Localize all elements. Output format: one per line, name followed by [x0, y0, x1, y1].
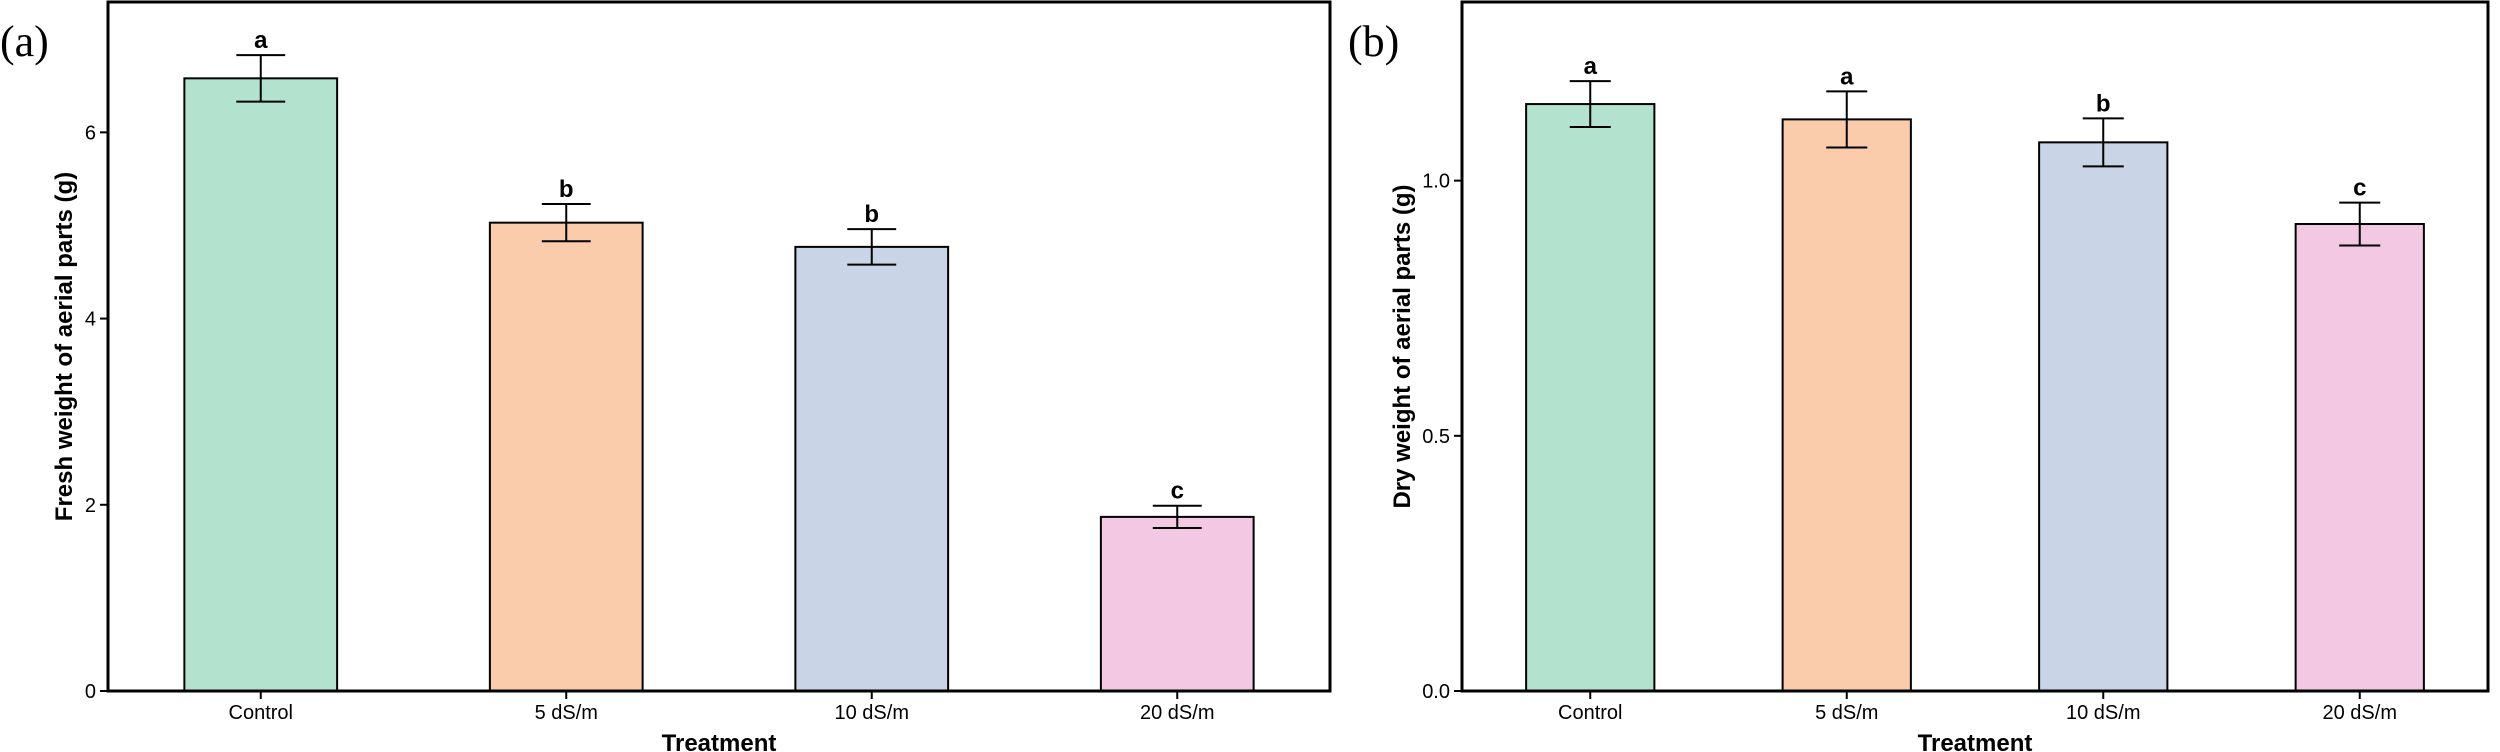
- bar-1: [1525, 103, 1656, 692]
- bar-4: [2294, 223, 2425, 692]
- bar-2: [1781, 118, 1912, 692]
- error-bar-1: [1569, 80, 1611, 129]
- x-tick-label-2: 5 dS/m: [535, 702, 598, 724]
- significance-label-1: a: [254, 27, 268, 54]
- y-tick-label-2: 0.5: [1422, 426, 1450, 448]
- y-tick-label-3: 1.0: [1422, 171, 1450, 193]
- x-axis-title: Treatment: [662, 730, 777, 752]
- significance-label-3: b: [2096, 90, 2111, 117]
- panel-label: (b): [1348, 17, 1399, 66]
- error-bar-4: [1152, 504, 1202, 530]
- error-bar-1: [236, 54, 286, 103]
- panel-label: (a): [0, 17, 49, 66]
- y-tick-label-1: 0.0: [1422, 681, 1450, 703]
- y-tick-label-4: 6: [85, 122, 96, 144]
- error-bar-3: [847, 228, 897, 266]
- bar-2: [488, 221, 644, 692]
- significance-label-3: b: [864, 201, 879, 228]
- bar-3: [2038, 141, 2169, 692]
- bar-1: [183, 77, 339, 693]
- plot-frame: [1460, 0, 2490, 693]
- x-tick-label-4: 20 dS/m: [2323, 702, 2397, 724]
- x-axis-title: Treatment: [1918, 730, 2033, 752]
- error-bar-2: [541, 203, 591, 243]
- chart-panel-2: (b) a Control a 5 dS/m b 10 dS/m c 20 dS/m 0.0 0.5…: [1348, 0, 2490, 752]
- significance-label-4: c: [2353, 175, 2366, 202]
- error-bar-2: [1826, 90, 1868, 149]
- y-tick-label-2: 2: [85, 495, 96, 517]
- chart-panel-1: (a) a Control b 5 dS/m b 10 dS/m c 20 dS/m 0 2 4 6 Tr…: [0, 0, 1332, 752]
- x-tick-label-1: Control: [1558, 702, 1622, 724]
- error-bar-4: [2339, 201, 2381, 247]
- x-tick-label-3: 10 dS/m: [2066, 702, 2140, 724]
- significance-label-2: a: [1840, 63, 1854, 90]
- significance-label-4: c: [1171, 478, 1184, 505]
- x-tick-label-2: 5 dS/m: [1815, 702, 1878, 724]
- y-tick-label-3: 4: [85, 309, 96, 331]
- y-axis-title: Dry weight of aerial parts (g): [1389, 184, 1416, 508]
- bar-4: [1099, 515, 1255, 692]
- significance-label-2: b: [559, 176, 574, 203]
- x-tick-label-1: Control: [229, 702, 293, 724]
- error-bar-3: [2082, 117, 2124, 168]
- x-tick-label-3: 10 dS/m: [835, 702, 909, 724]
- y-axis-title: Fresh weight of aerial parts (g): [51, 172, 78, 521]
- y-tick-label-1: 0: [85, 681, 96, 703]
- bar-3: [794, 245, 950, 692]
- x-tick-label-4: 20 dS/m: [1140, 702, 1214, 724]
- plot-frame: [106, 0, 1332, 693]
- significance-label-1: a: [1584, 53, 1598, 80]
